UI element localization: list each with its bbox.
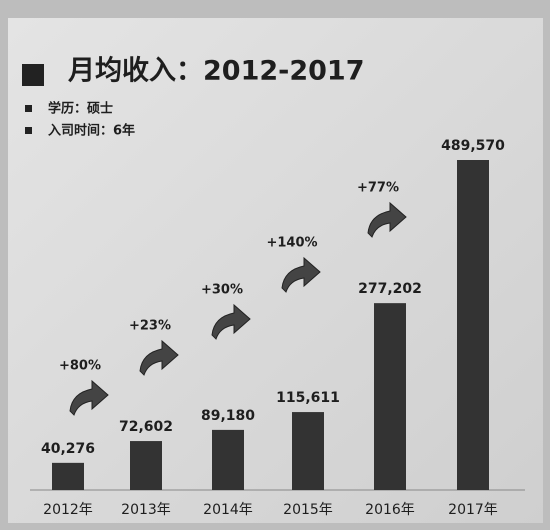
arrow: [139, 339, 179, 376]
value-label: 40,276: [41, 441, 95, 457]
arrow: [211, 303, 251, 340]
value-label: 489,570: [441, 138, 505, 154]
x-tick-label: 2016年: [365, 502, 415, 518]
x-tick-label: 2013年: [121, 502, 171, 518]
bar: [374, 303, 406, 490]
growth-label: +23%: [129, 319, 171, 334]
growth-label: +30%: [201, 283, 243, 298]
growth-label: +140%: [266, 236, 317, 251]
bar: [457, 160, 489, 490]
note: 入司时间：6年: [48, 123, 135, 139]
bullet-marker: [25, 105, 32, 112]
title-marker: [22, 64, 44, 86]
x-tick-label: 2015年: [283, 502, 333, 518]
growth-label: +80%: [59, 359, 101, 374]
x-tick-label: 2017年: [448, 502, 498, 518]
bullet-marker: [25, 127, 32, 134]
x-tick-label: 2014年: [203, 502, 253, 518]
value-label: 89,180: [201, 408, 255, 424]
value-label: 72,602: [119, 419, 173, 435]
growth-label: +77%: [357, 181, 399, 196]
bar: [212, 429, 244, 490]
value-label: 115,611: [276, 390, 340, 406]
slide: [8, 18, 543, 523]
bar: [292, 412, 324, 490]
x-tick-label: 2012年: [43, 502, 93, 518]
arrow: [69, 379, 109, 416]
note: 学历：硕士: [48, 101, 113, 117]
bar: [52, 462, 84, 490]
arrow: [281, 256, 321, 293]
arrow: [367, 201, 407, 238]
chart-title: 月均收入：2012-2017: [67, 56, 365, 87]
value-label: 277,202: [358, 281, 422, 297]
bar: [130, 441, 162, 490]
